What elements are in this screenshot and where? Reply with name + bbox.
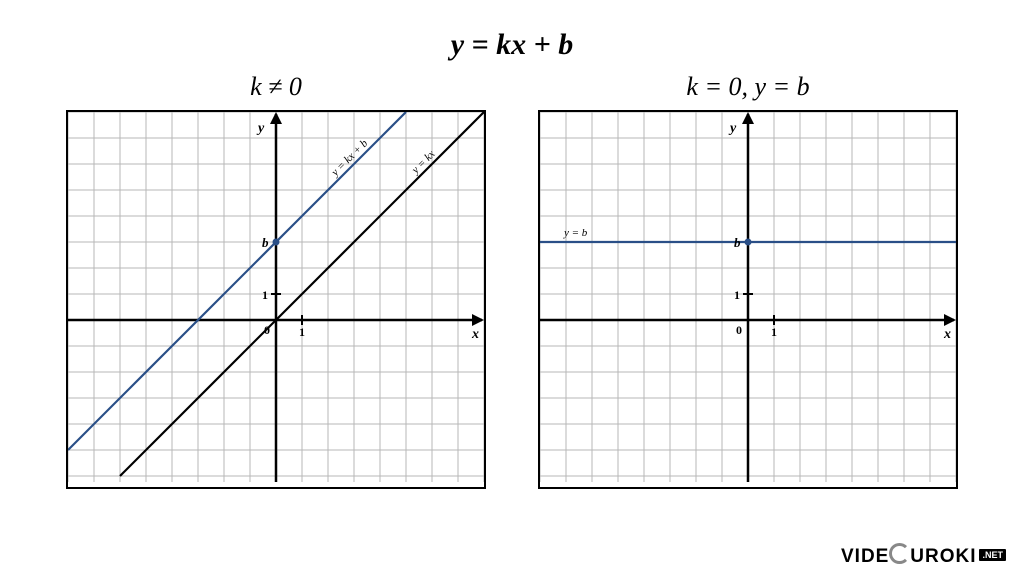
subtitle-left: k ≠ 0 [66, 72, 486, 102]
svg-text:b: b [734, 235, 741, 250]
svg-text:1: 1 [734, 288, 740, 302]
svg-text:0: 0 [736, 323, 742, 337]
chart-svg-right: x y 0 1 1 y = b b [540, 112, 956, 482]
chart-block-left: k ≠ 0 xy011y = kxy = kx + bb [66, 72, 486, 489]
formula-text: y = kx + b [451, 28, 574, 61]
svg-text:1: 1 [299, 325, 305, 339]
watermark-o-icon [889, 543, 910, 564]
watermark-text: VIDEUROKI [841, 541, 976, 568]
svg-text:y: y [728, 121, 737, 136]
svg-text:x: x [471, 327, 479, 342]
watermark: VIDEUROKI .NET [841, 541, 1006, 568]
chart-wrap-right: x y 0 1 1 y = b b [538, 110, 958, 489]
charts-row: k ≠ 0 xy011y = kxy = kx + bb k = 0, y = … [0, 72, 1024, 489]
svg-text:y = kx + b: y = kx + b [329, 137, 371, 179]
svg-text:b: b [262, 235, 269, 250]
chart-wrap-left: xy011y = kxy = kx + bb [66, 110, 486, 489]
svg-text:y: y [256, 121, 265, 136]
svg-text:x: x [943, 327, 951, 342]
svg-text:1: 1 [262, 288, 268, 302]
main-formula: y = kx + b [0, 0, 1024, 72]
chart-block-right: k = 0, y = b x y 0 1 1 y = b b [538, 72, 958, 489]
watermark-badge: .NET [979, 549, 1006, 561]
subtitle-right: k = 0, y = b [538, 72, 958, 102]
svg-text:1: 1 [771, 325, 777, 339]
svg-text:y = b: y = b [563, 227, 588, 239]
chart-svg-left: xy011y = kxy = kx + bb [68, 112, 484, 482]
